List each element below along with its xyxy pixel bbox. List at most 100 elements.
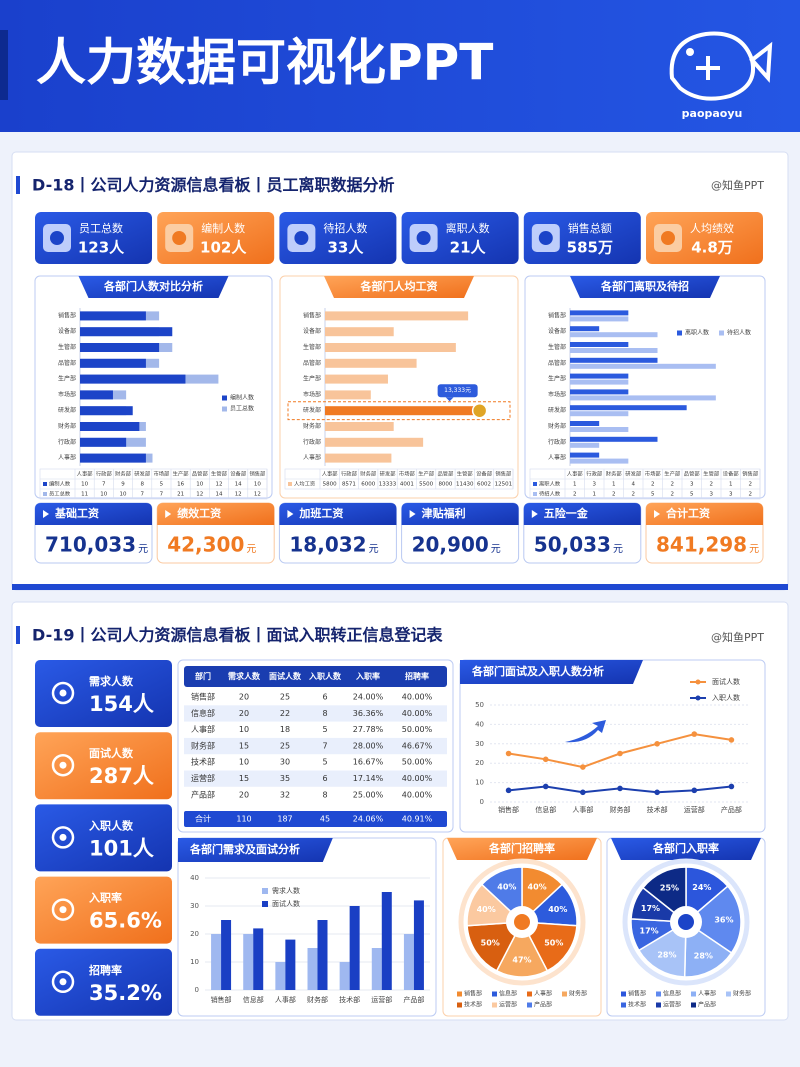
x-tick-label: 信息部 bbox=[535, 805, 556, 814]
pie-label: 50% bbox=[481, 938, 500, 947]
table-header: 面试人数 bbox=[269, 671, 302, 681]
section1-title: D-18丨公司人力资源信息看板丨员工离职数据分析 bbox=[32, 176, 395, 195]
table-swatch bbox=[533, 482, 537, 486]
salary-arrow bbox=[654, 510, 660, 518]
y-tick-label: 设备部 bbox=[548, 327, 566, 335]
kpi-label: 离职人数 bbox=[446, 221, 490, 235]
legend-dot bbox=[695, 695, 701, 701]
y-tick-label: 20 bbox=[475, 759, 484, 767]
table-value: 2 bbox=[632, 492, 636, 498]
bar bbox=[570, 395, 716, 401]
kpi-label: 入职人数 bbox=[89, 818, 134, 832]
logo-eye bbox=[686, 48, 694, 56]
salary-unit: 元 bbox=[749, 544, 759, 555]
table-category: 生产部 bbox=[664, 470, 681, 478]
legend-label: 运营部 bbox=[499, 1001, 517, 1009]
line-point bbox=[691, 731, 698, 737]
bar bbox=[403, 934, 414, 990]
table-total-row bbox=[184, 811, 447, 827]
kpi-value: 65.6% bbox=[89, 909, 162, 933]
legend-swatch bbox=[656, 991, 661, 997]
table-category: 财务部 bbox=[115, 470, 132, 478]
legend-label: 编制人数 bbox=[230, 394, 254, 402]
y-tick-label: 研发部 bbox=[548, 406, 566, 414]
legend-label: 产品部 bbox=[698, 1001, 716, 1009]
x-tick-label: 运营部 bbox=[684, 805, 705, 814]
y-tick-label: 0 bbox=[195, 986, 199, 994]
kpi-icon bbox=[51, 681, 75, 705]
kpi-label: 人均绩效 bbox=[690, 221, 734, 235]
line-point bbox=[617, 750, 623, 757]
x-tick-label: 人事部 bbox=[572, 805, 593, 814]
salary-unit: 元 bbox=[369, 544, 379, 555]
table-swatch bbox=[533, 492, 537, 496]
table-cell: 40.00% bbox=[402, 790, 433, 799]
table-category: 生产部 bbox=[418, 470, 435, 478]
line-point bbox=[542, 756, 549, 763]
table-category: 销售部 bbox=[742, 470, 759, 478]
bar bbox=[349, 906, 360, 990]
table-row-band bbox=[184, 705, 447, 722]
table-cell: 10 bbox=[239, 758, 249, 767]
kpi-icon-dot bbox=[59, 978, 67, 986]
pie-label: 40% bbox=[548, 905, 567, 914]
y-tick-label: 市场部 bbox=[548, 390, 566, 398]
bar bbox=[570, 342, 629, 347]
bar bbox=[325, 327, 394, 337]
table-value: 5500 bbox=[419, 482, 433, 488]
salary-unit: 元 bbox=[138, 544, 148, 555]
legend-label: 销售部 bbox=[628, 990, 646, 998]
kpi-icon bbox=[51, 826, 75, 849]
pie-slice bbox=[684, 885, 742, 954]
y-tick-label: 行政部 bbox=[58, 438, 76, 446]
salary-unit: 元 bbox=[246, 544, 256, 555]
table-category: 设备部 bbox=[230, 470, 247, 478]
bar bbox=[325, 437, 424, 447]
table-value: 10 bbox=[196, 482, 203, 488]
legend-label: 员工总数 bbox=[230, 405, 254, 413]
pie-label: 36% bbox=[714, 915, 733, 924]
table-cell: 36.36% bbox=[353, 709, 384, 718]
y-tick-label: 销售部 bbox=[548, 311, 566, 319]
legend-label: 面试人数 bbox=[272, 899, 300, 908]
kpi-value: 21人 bbox=[450, 239, 487, 257]
bar bbox=[570, 332, 658, 338]
table-value: 7 bbox=[160, 492, 164, 498]
kpi-icon bbox=[50, 231, 64, 245]
table-cell: 信息部 bbox=[191, 708, 215, 718]
table-cell: 5 bbox=[322, 725, 327, 734]
table-header-row bbox=[184, 666, 447, 687]
kpi-value: 4.8万 bbox=[691, 239, 733, 257]
y-tick-label: 研发部 bbox=[58, 406, 76, 414]
bar bbox=[243, 934, 254, 990]
table-category: 生管部 bbox=[703, 470, 720, 478]
table-cell: 40.00% bbox=[402, 774, 433, 783]
x-tick-label: 销售部 bbox=[498, 805, 519, 814]
table-cell: 运营部 bbox=[191, 773, 215, 783]
header-accent bbox=[0, 30, 8, 100]
chart-title-pill bbox=[78, 276, 229, 298]
line-point bbox=[505, 750, 512, 757]
table-value: 2 bbox=[710, 482, 714, 488]
salary-label: 五险一金 bbox=[544, 506, 589, 520]
table-value: 14 bbox=[235, 482, 242, 488]
chart-title-tab bbox=[178, 838, 333, 862]
y-tick-label: 设备部 bbox=[303, 327, 321, 335]
y-tick-label: 人事部 bbox=[548, 454, 566, 462]
table-value: 2 bbox=[573, 492, 577, 498]
legend-swatch bbox=[262, 901, 268, 907]
legend-swatch bbox=[457, 1002, 462, 1008]
kpi-label: 待招人数 bbox=[323, 221, 367, 235]
kpi-label: 招聘率 bbox=[89, 963, 122, 977]
table-cell: 50.00% bbox=[402, 725, 433, 734]
annotation-coin bbox=[471, 402, 488, 419]
salary-value: 710,033 bbox=[45, 533, 136, 557]
kpi-icon-dot bbox=[59, 689, 67, 697]
kpi-card bbox=[35, 876, 172, 944]
table-category: 行政部 bbox=[341, 470, 358, 478]
table-cell: 8 bbox=[322, 709, 327, 718]
legend-label: 面试人数 bbox=[712, 677, 740, 686]
salary-head bbox=[401, 503, 519, 525]
pie-slice bbox=[466, 921, 524, 972]
table-value: 2 bbox=[651, 482, 655, 488]
